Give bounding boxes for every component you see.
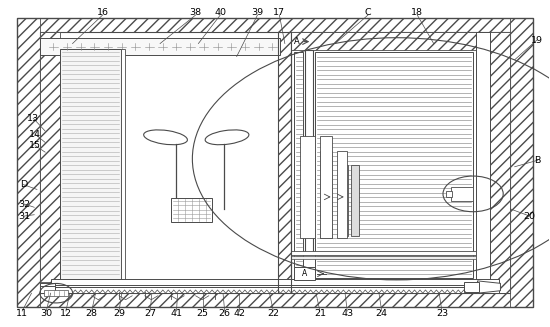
Bar xyxy=(510,18,534,307)
Text: 42: 42 xyxy=(233,309,245,318)
Bar xyxy=(292,256,476,259)
Text: 27: 27 xyxy=(144,309,156,318)
Text: 40: 40 xyxy=(214,8,226,17)
Text: 21: 21 xyxy=(314,309,326,318)
Bar xyxy=(44,290,68,297)
Bar xyxy=(464,282,478,292)
Bar xyxy=(337,151,346,238)
Text: 12: 12 xyxy=(60,309,72,318)
Text: 38: 38 xyxy=(190,8,202,17)
Bar xyxy=(292,281,510,293)
Bar xyxy=(40,286,55,293)
Text: 20: 20 xyxy=(524,212,536,220)
Text: 32: 32 xyxy=(18,199,30,209)
Bar xyxy=(321,136,332,238)
Bar xyxy=(350,165,359,236)
Text: 30: 30 xyxy=(40,309,52,318)
Bar xyxy=(40,38,280,55)
Bar xyxy=(305,50,313,253)
Bar xyxy=(40,32,280,293)
Bar xyxy=(292,32,510,293)
Bar xyxy=(120,49,125,282)
Text: 29: 29 xyxy=(113,309,125,318)
Text: 13: 13 xyxy=(27,113,39,123)
Text: 28: 28 xyxy=(86,309,98,318)
Bar xyxy=(338,165,348,236)
Bar xyxy=(40,32,510,293)
Bar xyxy=(278,32,292,293)
Text: 16: 16 xyxy=(97,8,108,17)
Bar xyxy=(40,282,280,293)
Bar xyxy=(278,32,292,293)
Text: 22: 22 xyxy=(267,309,279,318)
Ellipse shape xyxy=(144,130,188,145)
Bar xyxy=(51,279,499,285)
Text: 18: 18 xyxy=(411,8,424,17)
Text: 43: 43 xyxy=(341,309,353,318)
Bar xyxy=(40,284,55,293)
Text: 15: 15 xyxy=(29,141,41,150)
Text: A: A xyxy=(294,37,300,46)
Bar xyxy=(446,191,452,197)
Text: 31: 31 xyxy=(18,212,30,220)
Bar xyxy=(40,32,60,293)
Text: 23: 23 xyxy=(436,309,448,318)
Bar xyxy=(16,293,534,307)
Text: C: C xyxy=(365,8,371,17)
Bar xyxy=(60,49,120,282)
Bar xyxy=(16,18,40,307)
Text: A: A xyxy=(302,269,307,278)
Bar xyxy=(16,18,534,307)
Text: 41: 41 xyxy=(170,309,183,318)
Bar xyxy=(294,267,315,280)
Text: 24: 24 xyxy=(376,309,388,318)
Text: 14: 14 xyxy=(29,130,41,139)
Bar xyxy=(292,251,476,255)
Bar xyxy=(321,151,332,238)
Text: 17: 17 xyxy=(273,8,285,17)
Text: 11: 11 xyxy=(16,309,28,318)
Bar xyxy=(292,32,510,50)
Text: 19: 19 xyxy=(531,36,542,45)
Polygon shape xyxy=(477,281,500,293)
Text: B: B xyxy=(535,156,541,165)
Bar xyxy=(300,136,315,238)
Bar xyxy=(490,32,510,293)
Bar xyxy=(51,285,499,287)
Text: 39: 39 xyxy=(251,8,263,17)
Bar xyxy=(294,52,304,278)
Bar xyxy=(315,52,473,278)
Bar xyxy=(51,287,499,293)
Text: 26: 26 xyxy=(219,309,230,318)
Text: 25: 25 xyxy=(197,309,209,318)
Bar xyxy=(451,187,473,201)
Text: D: D xyxy=(20,180,27,189)
Bar xyxy=(16,18,534,32)
Ellipse shape xyxy=(205,130,249,145)
Bar xyxy=(171,198,212,222)
Bar xyxy=(476,32,490,293)
